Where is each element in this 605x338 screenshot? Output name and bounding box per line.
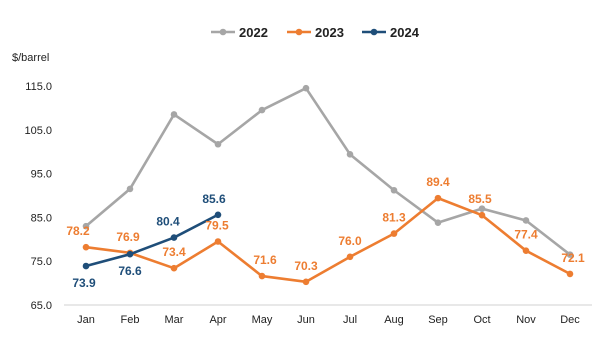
data-point-2024 [82,262,90,270]
legend-item-2022: 2022 [211,25,268,40]
data-point-2022 [302,84,310,92]
series-line-2024 [85,213,219,268]
data-point-2022 [82,222,90,230]
data-label-2023: 76.9 [116,230,140,244]
data-point-2023 [82,243,90,251]
data-label-2023: 77.4 [514,228,538,242]
series-line-2022 [85,86,571,256]
x-tick-label: Apr [209,314,226,326]
data-label-2024: 76.6 [118,264,142,278]
data-point-2022 [258,106,266,114]
x-tick-label: Feb [121,314,140,326]
legend-item-2024: 2024 [362,25,420,40]
data-point-2023 [566,270,574,278]
data-point-2023 [346,253,354,261]
data-point-2022 [522,217,530,224]
data-point-2022 [214,140,222,148]
series-2022 [82,84,574,258]
data-label-2023: 79.5 [205,218,229,232]
x-tick-label: Dec [560,314,580,326]
data-point-2023 [170,264,178,272]
x-tick-label: Mar [165,314,184,326]
data-point-2024 [214,211,222,219]
data-point-2024 [170,234,178,241]
y-tick-label: 75.0 [31,256,52,268]
series-2024 [82,211,222,270]
y-tick-label: 95.0 [31,169,52,181]
data-labels-layer: 78.2 76.9 73.4 79.5 71.6 70.3 76.0 81.3 89.4 85.5… [66,175,585,290]
data-point-2022 [434,219,442,226]
series-layer [82,84,574,286]
data-label-2023: 72.1 [561,251,585,265]
data-point-2023 [302,278,310,286]
x-tick-label: Aug [384,314,404,326]
data-point-2022 [478,205,486,212]
y-tick-label: 85.0 [31,212,52,224]
data-point-2022 [390,186,398,194]
x-axis: Jan Feb Mar Apr May Jun Jul Aug Sep Oct Nov Dec [64,304,592,326]
data-label-2024: 80.4 [156,215,180,229]
y-axis: 65.0 75.0 85.0 95.0 105.0 115.0 [24,81,52,312]
data-point-2023 [478,211,486,219]
x-tick-label: Oct [473,314,490,326]
legend: 2022 2023 2024 [211,25,420,40]
data-label-2023: 73.4 [162,245,186,259]
legend-item-2023: 2023 [287,25,344,40]
data-point-2023 [522,247,530,254]
data-point-2023 [258,272,266,280]
data-label-2023: 81.3 [382,211,406,225]
legend-label: 2023 [315,25,344,40]
data-point-2023 [214,238,222,245]
data-point-2023 [390,230,398,237]
series-2023 [82,194,574,286]
data-label-2023: 89.4 [426,175,450,189]
data-point-2024 [126,250,134,258]
data-label-2024: 85.6 [202,192,226,206]
y-tick-label: 105.0 [24,125,52,137]
data-point-2022 [170,111,178,118]
series-line-2023 [85,196,571,284]
legend-label: 2024 [390,25,420,40]
y-axis-unit-label: $/barrel [12,52,49,64]
x-tick-label: Jan [77,314,95,326]
data-point-2022 [566,251,574,258]
legend-label: 2022 [239,25,268,40]
data-label-2023: 76.0 [338,234,362,248]
y-tick-label: 65.0 [31,300,52,312]
data-label-2023: 70.3 [294,259,318,273]
data-label-2024: 73.9 [72,276,96,290]
legend-swatch-marker [295,28,303,36]
x-tick-label: Jun [297,314,315,326]
data-point-2023 [434,194,442,202]
legend-swatch-marker [219,28,227,36]
x-tick-label: Sep [428,314,448,326]
x-tick-label: Jul [343,314,357,326]
legend-swatch-marker [370,28,378,36]
data-label-2023: 71.6 [253,253,277,267]
data-point-2022 [126,185,134,193]
data-label-2023: 85.5 [468,192,492,206]
data-point-2022 [346,151,354,158]
data-label-2023: 78.2 [66,224,90,238]
y-tick-label: 115.0 [25,81,52,93]
x-tick-label: Nov [516,314,536,326]
x-tick-label: May [252,314,273,326]
